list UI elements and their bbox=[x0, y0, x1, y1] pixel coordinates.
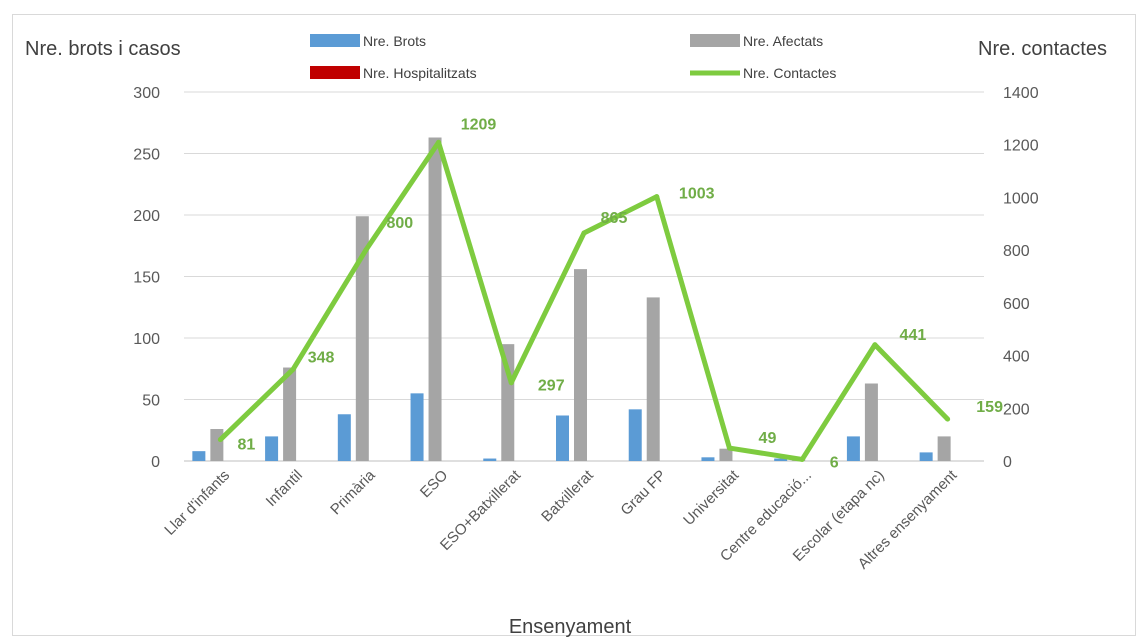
legend-item-nre-contactes: Nre. Contactes bbox=[690, 65, 836, 81]
bar-nre-afectats bbox=[719, 448, 733, 461]
data-labels: 81 348 800 1209 297 865 1003 49 6 441 159 bbox=[237, 116, 1003, 471]
contacts-data-label: 81 bbox=[237, 437, 255, 454]
right-axis-title: Nre. contactes bbox=[978, 38, 1107, 60]
contacts-data-label: 159 bbox=[976, 399, 1003, 416]
contacts-point bbox=[436, 139, 442, 145]
bar-nre-brots bbox=[192, 451, 206, 461]
bar-nre-brots bbox=[265, 436, 279, 461]
left-tick-label: 100 bbox=[133, 331, 160, 348]
x-axis-title: Ensenyament bbox=[509, 616, 632, 637]
left-tick-label: 150 bbox=[133, 270, 160, 287]
left-axis-ticks: 0 50 100 150 200 250 300 bbox=[133, 85, 160, 471]
contacts-point bbox=[217, 437, 223, 443]
contacts-data-label: 800 bbox=[386, 215, 413, 232]
contacts-data-label: 6 bbox=[830, 454, 839, 471]
category-labels: Llar d'infants Infantil Primària ESOESO+Bat… bbox=[161, 466, 961, 572]
right-tick-label: 1400 bbox=[1003, 85, 1039, 102]
contacts-data-label: 348 bbox=[308, 349, 335, 366]
bar-nre-afectats bbox=[864, 383, 878, 461]
right-tick-label: 1000 bbox=[1003, 190, 1039, 207]
category-label: Llar d'infants bbox=[161, 467, 233, 539]
bar-nre-afectats bbox=[210, 429, 224, 461]
left-axis-title: Nre. brots i casos bbox=[25, 38, 181, 60]
bars bbox=[192, 137, 951, 461]
legend-item-nre-afectats: Nre. Afectats bbox=[690, 33, 823, 49]
bar-nre-afectats bbox=[355, 216, 369, 461]
legend-item-nre-brots: Nre. Brots bbox=[310, 33, 426, 49]
bar-nre-brots bbox=[556, 415, 569, 461]
bar-nre-brots bbox=[483, 458, 497, 461]
bar-nre-brots bbox=[919, 452, 933, 461]
left-tick-label: 50 bbox=[142, 393, 160, 410]
right-tick-label: 400 bbox=[1003, 349, 1030, 366]
contacts-data-label: 865 bbox=[601, 210, 628, 227]
category-label: Batxillerat bbox=[538, 466, 597, 525]
contacts-point bbox=[799, 456, 805, 462]
bar-nre-brots bbox=[774, 458, 788, 461]
contacts-data-label: 441 bbox=[900, 327, 927, 344]
legend-item-nre-hospitalitzats: Nre. Hospitalitzats bbox=[310, 65, 477, 81]
contacts-data-label: 297 bbox=[538, 378, 565, 395]
left-tick-label: 200 bbox=[133, 208, 160, 225]
bar-nre-brots bbox=[337, 414, 351, 461]
right-tick-label: 0 bbox=[1003, 454, 1012, 471]
contacts-data-label: 1003 bbox=[679, 186, 715, 203]
right-tick-label: 1200 bbox=[1003, 138, 1039, 155]
contacts-point bbox=[581, 230, 587, 236]
right-tick-label: 200 bbox=[1003, 401, 1030, 418]
left-tick-label: 0 bbox=[151, 454, 160, 471]
right-tick-label: 800 bbox=[1003, 243, 1030, 260]
bar-nre-afectats bbox=[937, 436, 951, 461]
legend-swatch bbox=[310, 66, 360, 79]
contacts-point bbox=[654, 194, 660, 200]
right-tick-label: 600 bbox=[1003, 296, 1030, 313]
contacts-data-label: 49 bbox=[759, 430, 777, 447]
bar-nre-brots bbox=[410, 393, 424, 461]
legend-label: Nre. Hospitalitzats bbox=[363, 65, 477, 81]
contacts-point bbox=[945, 416, 951, 422]
contacts-point bbox=[363, 247, 369, 253]
legend-swatch bbox=[310, 34, 360, 47]
legend-swatch bbox=[690, 34, 740, 47]
contacts-data-label: 1209 bbox=[461, 116, 497, 133]
left-tick-label: 250 bbox=[133, 147, 160, 164]
contacts-point bbox=[290, 366, 296, 372]
contacts-point bbox=[508, 380, 514, 386]
category-label: Universitat bbox=[680, 466, 743, 529]
bar-nre-brots bbox=[846, 436, 860, 461]
bar-nre-afectats bbox=[428, 137, 442, 461]
category-label: Grau FP bbox=[617, 467, 669, 519]
contacts-point bbox=[872, 342, 878, 348]
bar-nre-afectats bbox=[283, 367, 297, 461]
category-label: ESO bbox=[417, 467, 451, 501]
bar-nre-afectats bbox=[574, 269, 587, 461]
legend-label: Nre. Contactes bbox=[743, 65, 836, 81]
bar-nre-afectats bbox=[646, 297, 660, 461]
bar-nre-brots bbox=[628, 409, 642, 461]
left-tick-label: 300 bbox=[133, 85, 160, 102]
legend: Nre. Brots Nre. Afectats Nre. Hospitalitza… bbox=[310, 33, 836, 81]
contacts-point bbox=[726, 445, 732, 451]
legend-label: Nre. Brots bbox=[363, 33, 426, 49]
bar-nre-brots bbox=[701, 457, 715, 461]
category-label: Primària bbox=[327, 466, 379, 518]
right-axis-ticks: 0 200 400 600 800 1000 1200 1400 bbox=[1003, 85, 1039, 471]
legend-label: Nre. Afectats bbox=[743, 33, 823, 49]
category-label: Infantil bbox=[263, 467, 306, 510]
contacts-line-layer bbox=[217, 139, 951, 462]
